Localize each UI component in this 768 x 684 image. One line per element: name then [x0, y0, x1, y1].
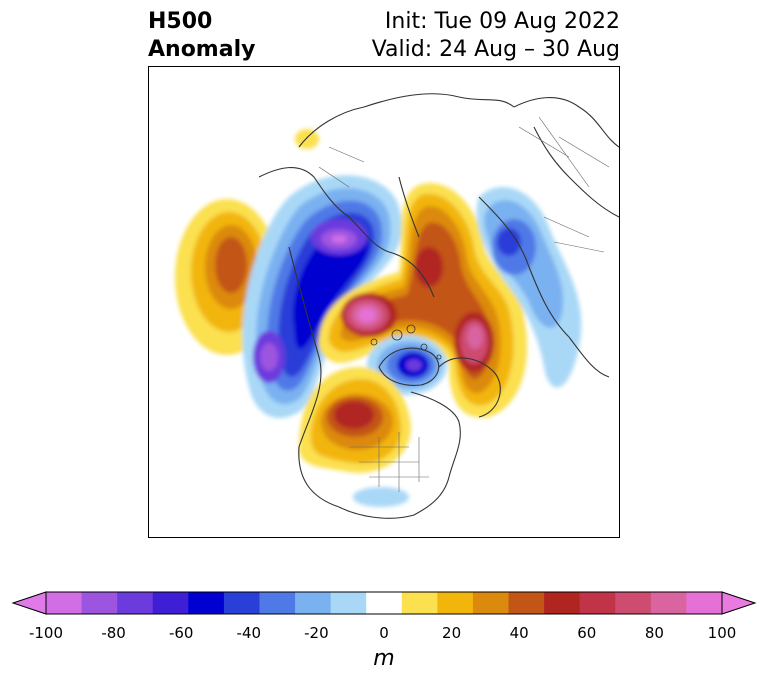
anomaly-shading — [175, 129, 582, 507]
colorbar-tick-label: -100 — [28, 624, 64, 642]
colorbar-bin — [46, 592, 83, 614]
colorbar-tick-label: -80 — [101, 624, 126, 642]
valid-range: Valid: 24 Aug – 30 Aug — [371, 37, 620, 62]
colorbar-frame — [45, 591, 723, 615]
colorbar-bin — [437, 592, 474, 614]
colorbar-tick-label: 0 — [379, 624, 389, 642]
colorbar-tick-label: -20 — [304, 624, 329, 642]
date-block: Init: Tue 09 Aug 2022 Valid: 24 Aug – 30… — [372, 8, 620, 64]
colorbar-bin — [615, 592, 652, 614]
colorbar-bin — [508, 592, 545, 614]
title-line1: H500 — [148, 9, 213, 34]
colorbar-bin — [152, 592, 189, 614]
colorbar-over-arrow — [721, 591, 757, 615]
arctic-ridge — [318, 183, 528, 418]
colorbar-tick-label: 40 — [509, 624, 529, 642]
colorbar-tick-label: -40 — [236, 624, 262, 642]
colorbar-bin — [686, 592, 723, 614]
colorbar-bin — [650, 592, 687, 614]
anomaly-map — [148, 66, 620, 538]
title-line2: Anomaly — [148, 37, 256, 62]
eurasia-trough — [476, 187, 582, 388]
colorbar — [11, 591, 757, 615]
colorbar-bin — [295, 592, 332, 614]
colorbar-bin — [117, 592, 154, 614]
colorbar-tick-label: 60 — [577, 624, 597, 642]
colorbar-tick-label: -60 — [168, 624, 194, 642]
north-america-ridge — [299, 367, 411, 473]
colorbar-bin — [579, 592, 616, 614]
colorbar-tick-label: 20 — [442, 624, 462, 642]
colorbar-bin — [81, 592, 118, 614]
colorbar-bin — [472, 592, 510, 614]
init-date: Init: Tue 09 Aug 2022 — [384, 9, 620, 34]
colorbar-units: m — [373, 646, 395, 671]
colorbar-tick-label: 80 — [644, 624, 664, 642]
colorbar-bin — [188, 592, 225, 614]
colorbar-bin — [223, 592, 260, 614]
colorbar-under-arrow — [11, 591, 47, 615]
patch-blue-south — [353, 487, 409, 507]
map-svg — [149, 67, 619, 537]
title-block: H500 Anomaly — [148, 8, 255, 64]
colorbar-bin — [544, 592, 581, 614]
colorbar-bin — [366, 592, 403, 614]
patch-yellow-north — [295, 129, 319, 149]
colorbar-bin — [330, 592, 367, 614]
borders — [318, 116, 610, 492]
colorbar-bin — [259, 592, 296, 614]
islands — [370, 324, 442, 360]
colorbar-tick-label: 100 — [707, 624, 737, 642]
coastlines — [258, 93, 619, 519]
siberian-trough — [242, 175, 402, 418]
colorbar-bins — [46, 592, 723, 614]
colorbar-bin — [401, 592, 438, 614]
